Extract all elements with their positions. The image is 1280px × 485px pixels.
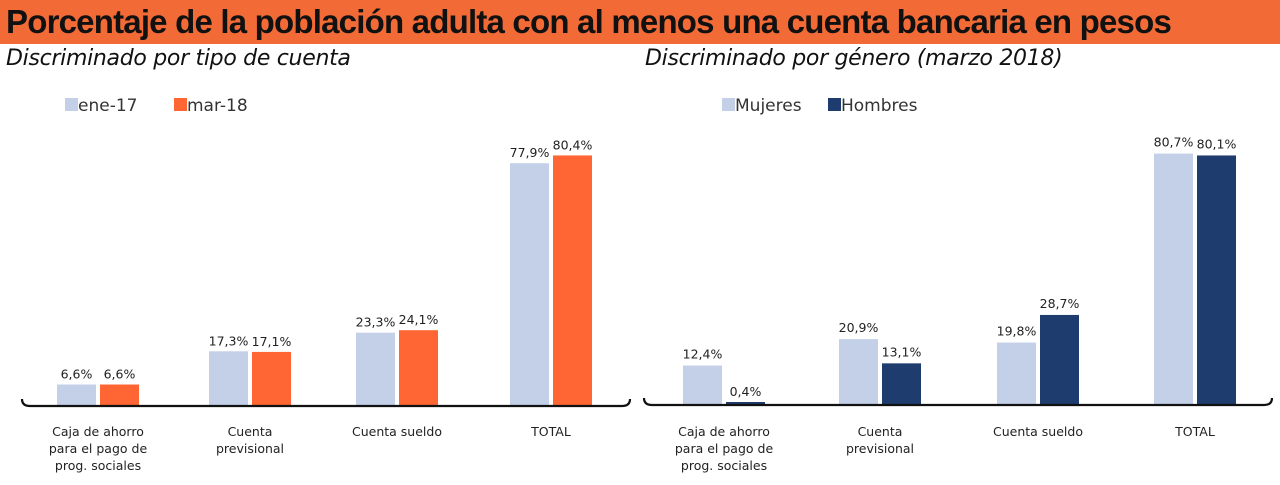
value-label-hombres-2: 28,7% (1040, 296, 1080, 311)
value-label-mujeres-0: 12,4% (683, 347, 723, 362)
value-label-mar-18-3: 80,4% (553, 137, 593, 152)
bar-ene-17-1 (209, 351, 248, 405)
bar-ene-17-2 (356, 332, 395, 405)
x-axis-baseline (642, 397, 1274, 407)
category-label-3: TOTAL (530, 424, 571, 439)
category-label-2: Cuenta sueldo (352, 424, 442, 439)
legend-label-ene-17: ene-17 (78, 96, 137, 116)
category-label-0: Caja de ahorro para el pago de prog. socia… (675, 424, 774, 473)
value-label-ene-17-1: 17,3% (209, 333, 249, 348)
bar-ene-17-3 (510, 163, 549, 405)
bar-mujeres-1 (839, 339, 878, 404)
category-label-1: Cuenta previsional (216, 424, 284, 456)
x-axis-baseline (20, 398, 632, 408)
bar-mar-18-2 (399, 330, 438, 405)
bar-mar-18-3 (553, 155, 592, 405)
legend-swatch-mujeres (722, 98, 735, 111)
legend-swatch-hombres (828, 98, 841, 111)
bar-mujeres-2 (997, 342, 1036, 404)
legend-swatch-mar-18 (174, 98, 187, 111)
value-label-mar-18-0: 6,6% (104, 367, 136, 382)
bar-hombres-1 (882, 363, 921, 404)
chart-by-account-type: ene-17 mar-18 6,6% 6,6% Caja de ahorro para e… (20, 96, 632, 473)
header-banner: Porcentaje de la población adulta con al… (0, 0, 1280, 44)
bar-mujeres-3 (1154, 153, 1193, 404)
bar-hombres-3 (1197, 155, 1236, 404)
value-label-hombres-1: 13,1% (882, 344, 922, 359)
legend-swatch-ene-17 (65, 98, 78, 111)
bar-ene-17-0 (57, 384, 96, 405)
left-chart-subtitle: Discriminado por tipo de cuenta (6, 46, 351, 71)
bar-hombres-0 (726, 402, 765, 404)
bar-mujeres-0 (683, 365, 722, 404)
chart-by-gender: Mujeres Hombres 12,4% 0,4% Caja de ahorro par… (642, 96, 1274, 473)
value-label-ene-17-0: 6,6% (61, 367, 93, 382)
value-label-mujeres-2: 19,8% (997, 324, 1037, 339)
value-label-mujeres-1: 20,9% (839, 320, 879, 335)
legend-label-hombres: Hombres (841, 96, 918, 116)
bar-hombres-2 (1040, 314, 1079, 404)
page-title: Porcentaje de la población adulta con al… (6, 3, 1172, 40)
value-label-mar-18-1: 17,1% (252, 334, 292, 349)
value-label-mujeres-3: 80,7% (1154, 135, 1194, 150)
value-label-mar-18-2: 24,1% (399, 312, 439, 327)
right-chart-subtitle: Discriminado por género (marzo 2018) (645, 46, 1063, 71)
bar-mar-18-1 (252, 351, 291, 405)
category-label-2: Cuenta sueldo (993, 424, 1083, 439)
value-label-hombres-0: 0,4% (730, 384, 762, 399)
value-label-hombres-3: 80,1% (1197, 136, 1237, 151)
value-label-ene-17-3: 77,9% (510, 145, 550, 160)
legend-label-mar-18: mar-18 (187, 96, 248, 116)
bar-mar-18-0 (100, 384, 139, 405)
legend-label-mujeres: Mujeres (735, 96, 802, 116)
category-label-0: Caja de ahorro para el pago de prog. socia… (49, 424, 148, 473)
category-label-1: Cuenta previsional (846, 424, 914, 456)
category-label-3: TOTAL (1174, 424, 1215, 439)
value-label-ene-17-2: 23,3% (356, 315, 396, 330)
